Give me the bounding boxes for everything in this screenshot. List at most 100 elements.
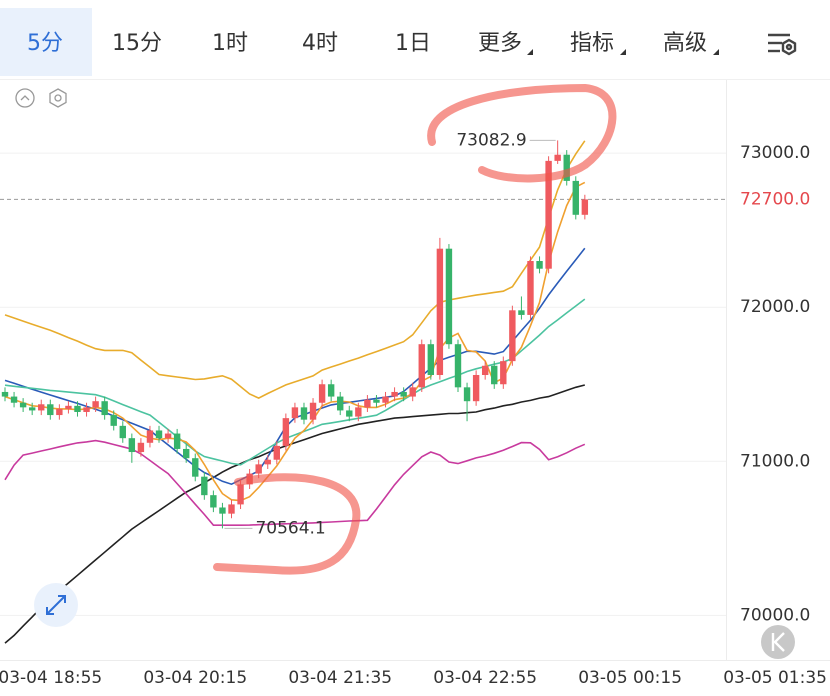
candle-body xyxy=(545,160,552,269)
candle-body xyxy=(563,154,570,181)
candle-body xyxy=(128,438,136,453)
tab[interactable]: 15分 xyxy=(112,31,162,56)
candle-body xyxy=(291,407,299,419)
tab[interactable]: 高级 xyxy=(663,31,707,56)
tab[interactable]: 4时 xyxy=(302,31,338,56)
candle-body xyxy=(201,476,208,496)
candle-body xyxy=(101,401,108,416)
kline-button[interactable] xyxy=(761,625,795,659)
candle-body xyxy=(237,484,244,505)
candle-body xyxy=(463,387,471,402)
candle-body xyxy=(28,407,36,411)
candle-body xyxy=(454,344,462,388)
dropdown-arrow xyxy=(620,49,626,55)
candle-body xyxy=(481,365,489,376)
candle-body xyxy=(409,387,416,397)
candle-body xyxy=(309,402,317,420)
candle-body xyxy=(536,261,543,269)
candle-body xyxy=(472,375,480,402)
candle-body xyxy=(327,384,335,397)
candle-body xyxy=(318,384,326,403)
labels: 70000.0 71000.0 72000.0 73000.0 03-04 18:55 0… xyxy=(0,130,827,688)
candle-body xyxy=(418,344,425,388)
tab-bar xyxy=(0,0,830,80)
candle-body xyxy=(228,504,235,514)
chart-tools[interactable] xyxy=(15,88,67,108)
candle-body xyxy=(10,396,18,403)
candle-body xyxy=(400,391,407,397)
candle-body xyxy=(219,507,226,514)
candle-body xyxy=(38,404,45,411)
y-tick-label: 71000.0 xyxy=(740,451,810,471)
tab[interactable]: 指标 xyxy=(570,31,614,56)
settings-icon[interactable] xyxy=(768,33,797,56)
tab[interactable]: 1时 xyxy=(212,31,248,56)
x-tick-label: 03-04 21:35 xyxy=(288,668,392,688)
y-tick-label: 73000.0 xyxy=(740,143,810,163)
indicator-line xyxy=(4,384,585,644)
low-label: 70564.1 xyxy=(255,518,325,538)
candle-body xyxy=(518,310,525,315)
candle-body xyxy=(509,310,516,362)
candle-body xyxy=(364,399,371,408)
x-tick-label: 03-04 20:15 xyxy=(143,668,247,688)
candle-body xyxy=(337,396,344,411)
candle-body xyxy=(491,365,498,385)
candle-body xyxy=(391,391,398,397)
candle-body xyxy=(65,405,72,409)
candle-body xyxy=(500,361,507,385)
last-price-label: 72700.0 xyxy=(740,189,810,209)
candle-body xyxy=(155,430,163,439)
candle-body xyxy=(264,459,271,465)
candle-body xyxy=(572,180,579,215)
candle-body xyxy=(282,418,290,446)
x-tick-label: 03-05 01:35 xyxy=(723,668,827,688)
candle-body xyxy=(255,464,262,474)
candle-body xyxy=(1,391,9,397)
candle-body xyxy=(164,433,172,439)
x-tick-label: 03-05 00:15 xyxy=(578,668,682,688)
candle-body xyxy=(382,396,389,403)
hand-drawn-marks xyxy=(213,83,617,575)
highlight-circle xyxy=(213,473,361,575)
y-tick-label: 72000.0 xyxy=(740,297,810,317)
high-label: 73082.9 xyxy=(456,130,526,150)
candle-body xyxy=(137,442,145,453)
candle-body xyxy=(581,199,589,215)
candle-body xyxy=(373,399,380,403)
tab[interactable]: 1日 xyxy=(395,31,431,56)
candle-body xyxy=(210,495,217,508)
dropdown-arrow xyxy=(713,49,719,55)
candle-body xyxy=(173,433,181,449)
candle-body xyxy=(19,402,27,408)
dropdown-arrows xyxy=(527,49,719,55)
candle-body xyxy=(119,425,126,439)
tab-selected-bg xyxy=(0,8,92,76)
candle-body xyxy=(445,248,453,345)
expand-button[interactable] xyxy=(34,583,78,627)
candle-body xyxy=(554,154,561,161)
candle-body xyxy=(74,405,81,412)
indicator-line xyxy=(4,247,586,486)
y-tick-label: 70000.0 xyxy=(740,605,810,625)
candle-body xyxy=(355,407,362,417)
indicator-line xyxy=(4,298,586,466)
candle-body xyxy=(192,458,199,477)
candle-body xyxy=(346,410,353,417)
grid xyxy=(0,152,726,616)
candle-body xyxy=(110,415,117,426)
candle-body xyxy=(83,407,90,412)
tabs: 5分 15分 1时 4时 1日 更多 指标 高级 xyxy=(0,8,707,76)
candle-body xyxy=(183,448,190,459)
candle-body xyxy=(273,445,280,460)
candle-body xyxy=(527,261,534,315)
tab[interactable]: 5分 xyxy=(27,31,63,56)
candle-body xyxy=(300,407,308,420)
tab[interactable]: 更多 xyxy=(478,31,522,56)
candle-body xyxy=(47,404,54,416)
dropdown-arrow xyxy=(527,49,533,55)
candle-body xyxy=(436,248,444,376)
highlight-circle xyxy=(427,83,617,183)
candle-body xyxy=(56,408,63,416)
